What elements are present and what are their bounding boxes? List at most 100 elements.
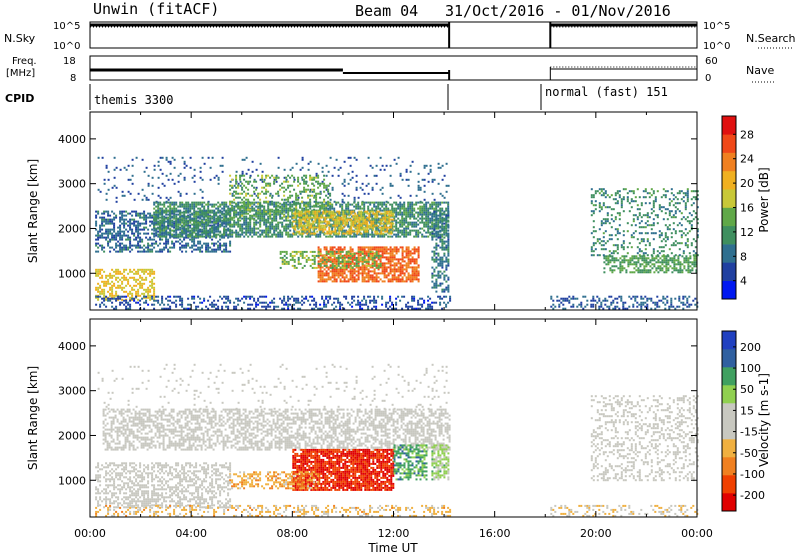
heatmap-cell xyxy=(178,191,180,193)
heatmap-cell xyxy=(111,221,113,223)
heatmap-cell xyxy=(348,157,350,159)
heatmap-cell xyxy=(405,216,407,218)
heatmap-cell xyxy=(97,231,99,233)
heatmap-cell xyxy=(310,161,312,163)
heatmap-cell xyxy=(434,199,436,201)
heatmap-cell xyxy=(135,293,137,295)
heatmap-cell xyxy=(247,236,249,238)
heatmap-cell xyxy=(241,202,243,204)
heatmap-cell xyxy=(117,231,119,233)
heatmap-cell xyxy=(187,220,189,222)
heatmap-cell xyxy=(249,215,251,217)
heatmap-cell xyxy=(129,237,131,239)
heatmap-cell xyxy=(211,236,213,238)
heatmap-cell xyxy=(191,247,193,249)
heatmap-cell xyxy=(368,255,370,257)
heatmap-cell xyxy=(129,271,131,273)
heatmap-cell xyxy=(302,257,304,259)
heatmap-cell xyxy=(342,221,344,223)
heatmap-cell xyxy=(342,270,344,272)
heatmap-cell xyxy=(373,206,375,208)
heatmap-cell xyxy=(98,157,100,159)
heatmap-cell xyxy=(340,274,342,276)
heatmap-cell xyxy=(203,232,205,234)
heatmap-cell xyxy=(401,214,403,216)
heatmap-cell xyxy=(408,248,410,250)
heatmap-cell xyxy=(332,263,334,265)
heatmap-cell xyxy=(402,254,404,256)
heatmap-cell xyxy=(111,295,113,297)
heatmap-cell xyxy=(329,236,331,238)
heatmap-cell xyxy=(137,243,139,245)
heatmap-cell xyxy=(269,209,271,211)
heatmap-cell xyxy=(129,221,131,223)
heatmap-cell xyxy=(310,225,312,227)
heatmap-cell xyxy=(143,251,145,253)
heatmap-cell xyxy=(326,265,328,267)
heatmap-cell xyxy=(153,228,155,230)
heatmap-cell xyxy=(129,239,131,241)
heatmap-cell xyxy=(349,236,351,238)
heatmap-cell xyxy=(169,220,171,222)
heatmap-cell xyxy=(231,205,233,207)
heatmap-cell xyxy=(360,225,362,227)
heatmap-cell xyxy=(402,246,404,248)
heatmap-cell xyxy=(245,232,247,234)
heatmap-cell xyxy=(101,233,103,235)
heatmap-cell xyxy=(390,197,392,199)
heatmap-cell xyxy=(392,280,394,282)
heatmap-cell xyxy=(342,255,344,257)
heatmap-cell xyxy=(139,241,141,243)
heatmap-cell xyxy=(317,203,319,205)
heatmap-cell xyxy=(107,298,109,300)
heatmap-cell xyxy=(375,206,377,208)
heatmap-cell xyxy=(243,201,245,203)
heatmap-cell xyxy=(427,226,429,228)
heatmap-cell xyxy=(281,234,283,236)
heatmap-cell xyxy=(277,214,279,216)
heatmap-cell xyxy=(241,211,243,213)
heatmap-cell xyxy=(259,220,261,222)
heatmap-cell xyxy=(408,258,410,260)
heatmap-cell xyxy=(145,289,147,291)
heatmap-cell xyxy=(245,234,247,236)
heatmap-cell xyxy=(372,246,374,248)
heatmap-cell xyxy=(235,175,237,177)
heatmap-cell xyxy=(300,211,302,213)
heatmap-cell xyxy=(223,234,225,236)
heatmap-cell xyxy=(372,187,374,189)
heatmap-cell xyxy=(135,239,137,241)
heatmap-cell xyxy=(262,171,264,173)
heatmap-cell xyxy=(348,261,350,263)
heatmap-cell xyxy=(275,218,277,220)
heatmap-cell xyxy=(364,264,366,266)
heatmap-cell xyxy=(325,187,327,189)
heatmap-cell xyxy=(95,239,97,241)
heatmap-cell xyxy=(330,157,332,159)
heatmap-cell xyxy=(390,262,392,264)
heatmap-cell xyxy=(314,215,316,217)
heatmap-cell xyxy=(366,246,368,248)
heatmap-cell xyxy=(113,285,115,287)
heatmap-cell xyxy=(415,232,417,234)
heatmap-cell xyxy=(336,251,338,253)
heatmap-cell xyxy=(395,210,397,212)
heatmap-cell xyxy=(440,167,442,169)
heatmap-cell xyxy=(358,261,360,263)
heatmap-cell xyxy=(344,270,346,272)
heatmap-cell xyxy=(103,233,105,235)
heatmap-cell xyxy=(376,248,378,250)
heatmap-cell xyxy=(304,257,306,259)
heatmap-cell xyxy=(195,218,197,220)
heatmap-cell xyxy=(319,232,321,234)
heatmap-cell xyxy=(217,226,219,228)
heatmap-cell xyxy=(425,226,427,228)
heatmap-cell xyxy=(97,296,99,298)
nsearch-tick-bottom: 10^0 xyxy=(703,41,730,52)
heatmap-cell xyxy=(227,220,229,222)
heatmap-cell xyxy=(448,185,450,187)
heatmap-cell xyxy=(291,224,293,226)
heatmap-cell xyxy=(289,207,291,209)
heatmap-cell xyxy=(138,193,140,195)
heatmap-cell xyxy=(213,219,215,221)
